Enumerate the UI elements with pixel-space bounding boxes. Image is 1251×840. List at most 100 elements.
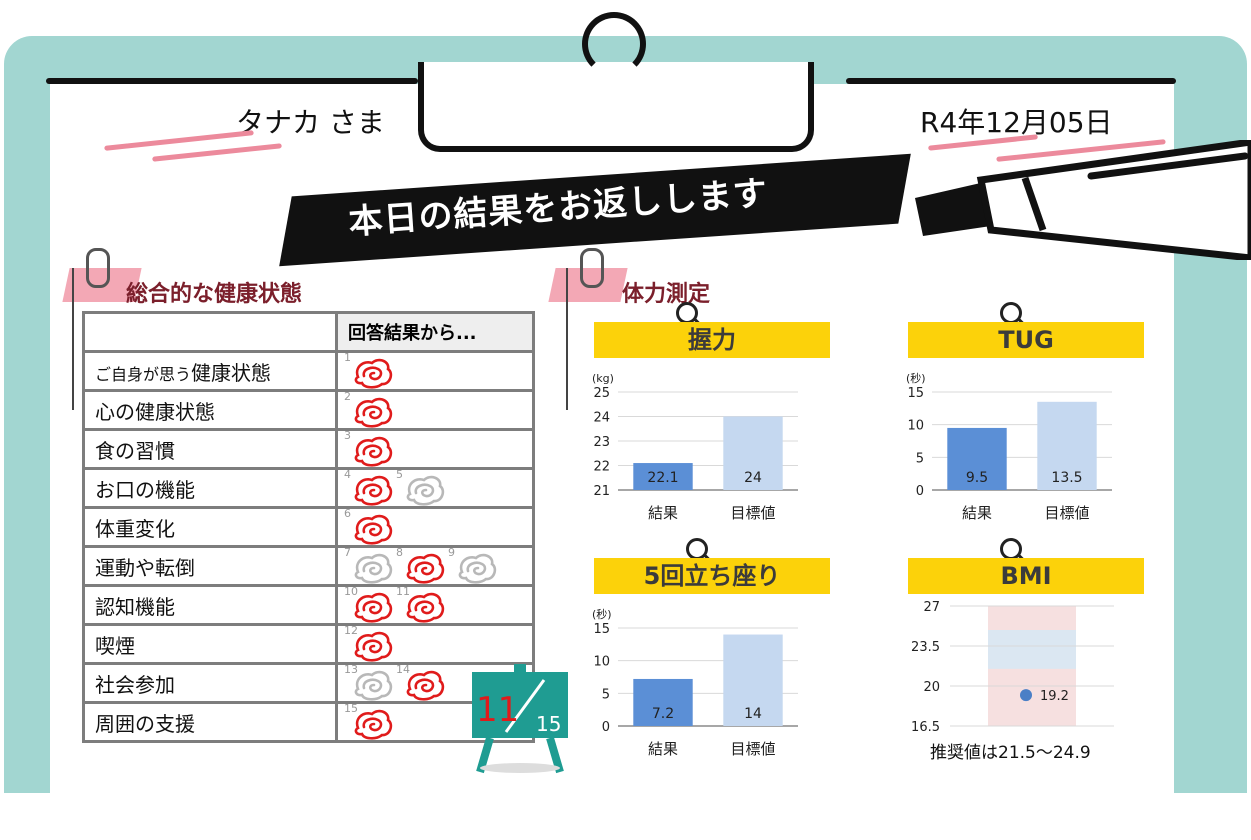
good-mark-icon: 14 bbox=[396, 663, 445, 701]
y-tick-label: 27 bbox=[923, 600, 940, 615]
magnifier-icon bbox=[676, 302, 698, 324]
y-tick-label: 0 bbox=[916, 484, 924, 499]
health-item-result: 1 bbox=[335, 350, 535, 392]
marker-pen-icon bbox=[915, 140, 1251, 260]
question-number: 13 bbox=[344, 663, 358, 676]
health-item-label: 社会参加 bbox=[82, 662, 338, 704]
magnifier-icon bbox=[686, 538, 708, 560]
bar bbox=[1037, 401, 1097, 490]
chart-title: 5回立ち座り bbox=[594, 558, 830, 594]
paperclip-icon-2 bbox=[580, 248, 604, 288]
table-header-blank bbox=[82, 311, 338, 353]
good-mark-icon: 10 bbox=[344, 585, 393, 623]
y-tick-label: 23.5 bbox=[911, 640, 940, 655]
y-tick-label: 20 bbox=[923, 680, 940, 695]
question-number: 14 bbox=[396, 663, 410, 676]
question-number: 15 bbox=[344, 702, 358, 715]
health-item-result: 7 8 9 bbox=[335, 545, 535, 587]
health-item-prefix: ご自身が思う bbox=[95, 364, 192, 384]
health-item-result: 2 bbox=[335, 389, 535, 431]
health-item-label: 認知機能 bbox=[82, 584, 338, 626]
good-mark-icon: 15 bbox=[344, 702, 393, 740]
health-item-text: 認知機能 bbox=[95, 594, 175, 619]
table-row: 社会参加 13 14 bbox=[82, 662, 535, 704]
top-rule-right bbox=[846, 78, 1176, 84]
y-tick-label: 10 bbox=[593, 655, 610, 670]
bar bbox=[633, 678, 693, 726]
y-tick-label: 21 bbox=[593, 484, 610, 499]
table-row: 認知機能 10 11 bbox=[82, 584, 535, 626]
health-item-label: 食の習慣 bbox=[82, 428, 338, 470]
health-item-label: 喫煙 bbox=[82, 623, 338, 665]
good-mark-icon: 8 bbox=[396, 546, 445, 584]
clip-hook-icon bbox=[582, 12, 646, 76]
question-number: 7 bbox=[344, 546, 351, 559]
table-row: 喫煙 12 bbox=[82, 623, 535, 665]
table-row: 食の習慣 3 bbox=[82, 428, 535, 470]
y-tick-label: 15 bbox=[907, 386, 924, 401]
top-rule-left bbox=[46, 78, 418, 84]
health-section-title: 総合的な健康状態 bbox=[126, 282, 303, 307]
question-number: 8 bbox=[396, 546, 403, 559]
question-number: 2 bbox=[344, 390, 351, 403]
health-item-result: 10 11 bbox=[335, 584, 535, 626]
table-row: 運動や転倒 7 8 9 bbox=[82, 545, 535, 587]
health-item-text: 喫煙 bbox=[95, 633, 135, 658]
health-item-label: お口の機能 bbox=[82, 467, 338, 509]
y-tick-label: 23 bbox=[593, 435, 610, 450]
health-item-text: 運動や転倒 bbox=[95, 555, 195, 580]
x-tick-label: 目標値 bbox=[730, 504, 775, 522]
y-tick-label: 24 bbox=[593, 411, 610, 426]
health-item-text: お口の機能 bbox=[95, 477, 195, 502]
health-item-text: 周囲の支援 bbox=[95, 711, 195, 736]
health-item-result: 12 bbox=[335, 623, 535, 665]
good-mark-icon: 12 bbox=[344, 624, 393, 662]
good-mark-icon: 1 bbox=[344, 351, 393, 389]
good-mark-icon: 11 bbox=[396, 585, 445, 623]
health-side-line bbox=[72, 268, 74, 410]
bmi-point-label: 19.2 bbox=[1040, 689, 1069, 704]
score-easel: 11 15 bbox=[470, 664, 570, 774]
health-table: 回答結果から... ご自身が思う健康状態 1 心の健康状態 2 食の習慣 3 お口の機能 4 5… bbox=[82, 311, 535, 743]
y-axis-unit: (kg) bbox=[592, 372, 614, 385]
health-item-text: 健康状態 bbox=[191, 360, 272, 385]
x-tick-label: 結果 bbox=[962, 504, 992, 522]
bmi-chart: 16.5 20 23.5 27 19.2 bbox=[911, 600, 1114, 735]
question-number: 4 bbox=[344, 468, 351, 481]
table-row: ご自身が思う健康状態 1 bbox=[82, 350, 535, 392]
neutral-mark-icon: 5 bbox=[396, 468, 445, 506]
fitness-section-title: 体力測定 bbox=[622, 282, 711, 307]
question-number: 5 bbox=[396, 468, 403, 481]
x-tick-label: 目標値 bbox=[730, 740, 775, 758]
result-date: R4年12月05日 bbox=[920, 106, 1113, 139]
question-number: 6 bbox=[344, 507, 351, 520]
chart-title: 握力 bbox=[594, 322, 830, 358]
y-tick-label: 16.5 bbox=[911, 720, 940, 735]
question-number: 9 bbox=[448, 546, 455, 559]
question-number: 12 bbox=[344, 624, 358, 637]
question-number: 1 bbox=[344, 351, 351, 364]
score-value: 11 bbox=[476, 690, 520, 730]
neutral-mark-icon: 13 bbox=[344, 663, 393, 701]
health-item-label: 体重変化 bbox=[82, 506, 338, 548]
magnifier-icon bbox=[1000, 302, 1022, 324]
patient-name: タナカ さま bbox=[236, 106, 385, 139]
bmi-recommended-note: 推奨値は21.5～24.9 bbox=[930, 743, 1091, 763]
paperclip-icon bbox=[86, 248, 110, 288]
good-mark-icon: 6 bbox=[344, 507, 393, 545]
chart-title: BMI bbox=[908, 558, 1144, 594]
data-label: 14 bbox=[744, 706, 762, 722]
data-label: 24 bbox=[744, 470, 762, 486]
question-number: 11 bbox=[396, 585, 410, 598]
y-tick-label: 5 bbox=[602, 687, 610, 702]
health-item-text: 心の健康状態 bbox=[95, 399, 215, 424]
bmi-point bbox=[1020, 689, 1032, 702]
data-label: 7.2 bbox=[652, 706, 674, 722]
table-header-answer: 回答結果から... bbox=[335, 311, 535, 353]
easel-icon bbox=[472, 664, 568, 774]
bmi-recommended-band bbox=[988, 630, 1076, 669]
health-item-label: 運動や転倒 bbox=[82, 545, 338, 587]
neutral-mark-icon: 7 bbox=[344, 546, 393, 584]
health-item-label: 周囲の支援 bbox=[82, 701, 338, 743]
bar bbox=[723, 416, 783, 490]
